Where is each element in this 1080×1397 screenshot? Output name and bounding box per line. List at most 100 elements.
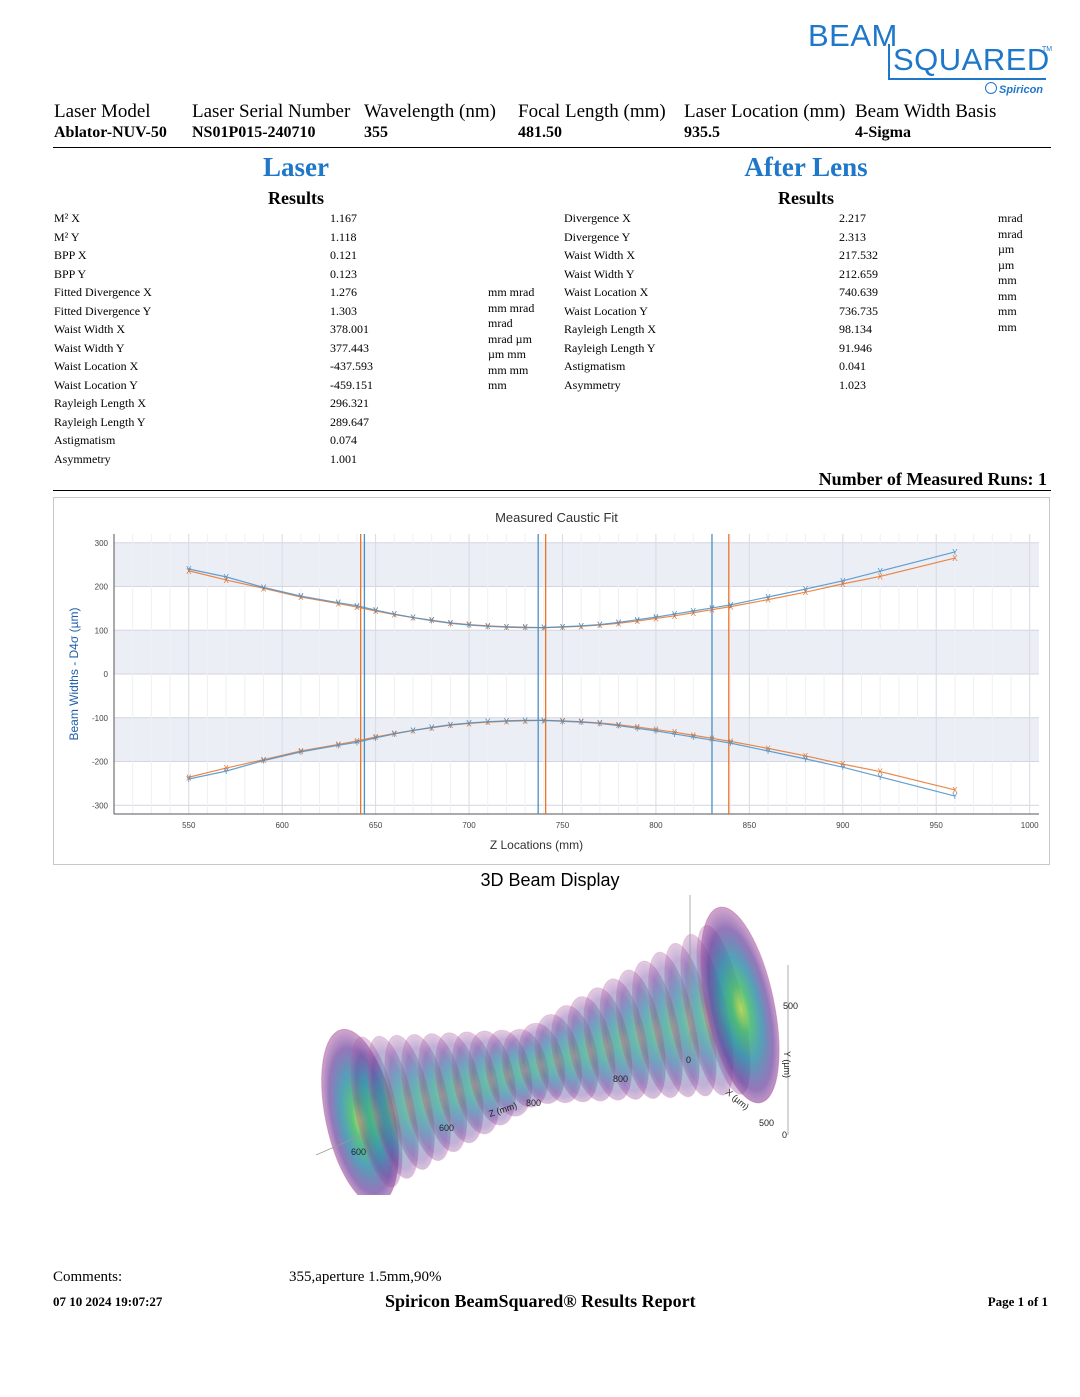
data-point-x: X	[653, 726, 659, 735]
data-point-y: Y	[728, 739, 734, 748]
after-lens-row-value: 740.639	[839, 285, 878, 299]
data-point-x: X	[635, 617, 641, 626]
data-point-x: X	[616, 619, 622, 628]
data-point-y: Y	[691, 733, 697, 742]
data-point-y: Y	[803, 755, 809, 764]
data-point-y: Y	[429, 723, 435, 732]
x-tick-label: 650	[369, 821, 383, 830]
laser-row-value: 1.118	[330, 229, 357, 244]
x-tick-label: 700	[462, 821, 476, 830]
data-point-y: Y	[728, 601, 734, 610]
y-tick-label: 300	[95, 539, 109, 548]
after-lens-row-name: Divergence Y	[564, 229, 631, 244]
x-tick-label: 750	[556, 821, 570, 830]
chart-title: Measured Caustic Fit	[495, 510, 618, 525]
y-tick-label: -200	[92, 758, 109, 767]
data-point-x: X	[653, 614, 659, 623]
data-point-x: X	[672, 728, 678, 737]
x-tick-label: 600	[276, 821, 290, 830]
logo-brand-text: Spiricon	[999, 84, 1044, 96]
data-point-x: X	[186, 773, 192, 782]
data-point-x: X	[635, 723, 641, 732]
data-point-y: Y	[803, 585, 809, 594]
data-point-y: Y	[522, 716, 528, 725]
header-laser-model-value: Ablator-NUV-50	[54, 124, 167, 141]
header-laser-location-label: Laser Location (mm)	[684, 101, 846, 122]
data-point-x: X	[877, 572, 883, 581]
data-point-y: Y	[261, 757, 267, 766]
report-title: Spiricon BeamSquared® Results Report	[385, 1291, 696, 1311]
beam3d-discs	[321, 906, 780, 1195]
data-point-y: Y	[709, 736, 715, 745]
caustic-chart-panel: Measured Caustic Fit 300 200 100 0 -100 -200 -3…	[53, 497, 1050, 865]
after-lens-row-name: Rayleigh Length X	[564, 322, 656, 336]
data-point-x: X	[803, 752, 809, 761]
data-point-y: Y	[466, 719, 472, 728]
data-point-y: Y	[952, 548, 958, 557]
after-lens-row-name: Waist Location X	[564, 285, 649, 299]
laser-row-name: BPP Y	[54, 266, 87, 281]
data-point-y: Y	[709, 604, 715, 613]
y-tick-label: 200	[95, 583, 109, 592]
after-lens-units: mrad mrad µm µm mm mm mm mm	[998, 211, 1023, 334]
data-point-x: X	[728, 603, 734, 612]
data-point-y: Y	[541, 716, 547, 725]
laser-row-value: 296.321	[330, 396, 369, 410]
after-lens-row-name: Rayleigh Length Y	[564, 340, 656, 355]
beam3d-label: 500	[783, 1001, 798, 1011]
laser-row-name: Fitted Divergence Y	[54, 303, 152, 318]
beam-disc	[700, 906, 780, 1104]
comments-value: 355,aperture 1.5mm,90%	[289, 1269, 442, 1285]
laser-row-name: Waist Width X	[54, 322, 125, 336]
data-point-y: Y	[635, 724, 641, 733]
laser-row-name: M² X	[54, 211, 80, 225]
data-point-x: X	[373, 607, 379, 616]
laser-row-name: M² Y	[54, 229, 80, 244]
laser-row-value: 0.074	[330, 433, 357, 447]
y-axis-label: Beam Widths - D4σ (µm)	[67, 607, 81, 740]
laser-row-name: BPP X	[54, 248, 87, 262]
laser-row-name: Rayleigh Length X	[54, 396, 146, 410]
header-focal-length-value: 481.50	[518, 124, 562, 141]
series-line-y	[188, 551, 956, 629]
header-beam-width-basis-value: 4-Sigma	[855, 124, 911, 141]
data-point-y: Y	[223, 767, 229, 776]
x-axis-label: Z Locations (mm)	[490, 838, 583, 852]
after-lens-row-name: Astigmatism	[564, 359, 626, 373]
page-number: Page 1 of 1	[987, 1294, 1048, 1309]
after-lens-row-name: Waist Width Y	[564, 266, 635, 281]
data-point-y: Y	[952, 792, 958, 801]
laser-row-value: 0.123	[330, 266, 357, 281]
logo-squared-text: SQUARED	[893, 42, 1050, 77]
data-point-y: Y	[410, 614, 416, 623]
laser-row-value: 1.276	[330, 285, 357, 299]
data-point-x: X	[448, 721, 454, 730]
data-point-x: X	[261, 584, 267, 593]
beam3d-label: Y (µm)	[782, 1051, 792, 1078]
results-divider	[53, 490, 1051, 491]
beam3d-label: 800	[526, 1098, 541, 1108]
data-point-y: Y	[877, 773, 883, 782]
data-point-y: Y	[877, 567, 883, 576]
y-tick-label: 0	[104, 670, 109, 679]
beam3d-label: 0	[686, 1055, 691, 1065]
beam3d-axes	[315, 895, 789, 1156]
after-lens-row-name: Waist Width X	[564, 248, 635, 262]
data-point-y: Y	[336, 741, 342, 750]
data-point-y: Y	[223, 573, 229, 582]
data-point-x: X	[840, 760, 846, 769]
data-point-y: Y	[672, 730, 678, 739]
series-line-y	[188, 719, 956, 797]
header-focal-length-label: Focal Length (mm)	[518, 101, 666, 122]
beam3d-label: 800	[613, 1074, 628, 1084]
data-point-x: X	[840, 580, 846, 589]
data-point-y: Y	[354, 738, 360, 747]
data-point-y: Y	[840, 763, 846, 772]
data-point-y: Y	[298, 748, 304, 757]
report-date: 07 10 2024 19:07:27	[53, 1294, 163, 1309]
after-lens-row-name: Asymmetry	[564, 377, 621, 392]
beam3d-label: 600	[351, 1147, 366, 1157]
laser-section-title: Laser	[263, 152, 329, 182]
data-point-y: Y	[765, 747, 771, 756]
data-point-x: X	[504, 717, 510, 726]
